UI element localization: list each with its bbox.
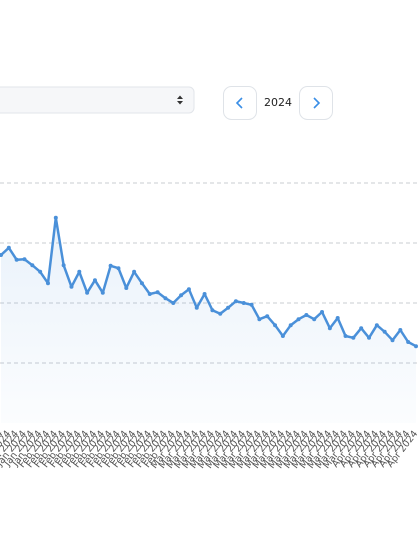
point <box>53 215 58 220</box>
point <box>335 316 340 320</box>
area <box>1 217 416 423</box>
point <box>320 310 325 314</box>
point <box>139 281 144 286</box>
point <box>108 263 113 268</box>
point <box>100 290 105 295</box>
point <box>61 263 66 268</box>
point <box>69 284 74 289</box>
point <box>179 293 184 298</box>
point <box>22 257 27 262</box>
point <box>77 269 82 274</box>
point <box>382 329 387 334</box>
point <box>273 323 278 328</box>
prev-button[interactable] <box>223 86 257 120</box>
point <box>38 269 43 274</box>
next-icon <box>313 97 321 109</box>
point <box>406 340 411 344</box>
point <box>147 292 152 296</box>
point <box>124 286 129 290</box>
point <box>351 335 356 340</box>
point <box>194 305 199 310</box>
point <box>327 326 332 331</box>
point <box>374 323 379 328</box>
point <box>218 311 223 316</box>
point <box>257 317 262 322</box>
point <box>14 257 19 262</box>
point <box>202 292 207 296</box>
point <box>312 317 317 322</box>
point <box>304 313 309 317</box>
select-arrow <box>177 95 183 105</box>
point <box>0 253 3 257</box>
point <box>249 302 254 307</box>
point <box>398 328 403 332</box>
point <box>163 296 168 301</box>
point <box>116 266 121 271</box>
point <box>132 269 137 274</box>
point <box>171 301 176 305</box>
point <box>226 305 231 310</box>
point <box>367 335 372 340</box>
point <box>413 344 418 349</box>
select-box[interactable] <box>0 86 195 114</box>
point <box>155 290 160 295</box>
point <box>288 323 293 328</box>
point <box>92 278 97 283</box>
point <box>280 334 285 338</box>
point <box>265 314 270 319</box>
point <box>359 326 364 331</box>
point <box>241 301 246 305</box>
point <box>186 287 191 292</box>
point <box>296 317 301 322</box>
point <box>233 299 238 304</box>
prev-icon <box>235 97 243 109</box>
point <box>210 308 215 313</box>
point <box>343 334 348 338</box>
point <box>45 281 50 286</box>
point <box>6 245 11 250</box>
point <box>30 263 35 268</box>
next-button[interactable] <box>299 86 333 120</box>
point <box>390 338 395 343</box>
point <box>85 290 90 295</box>
year-label: 2024 <box>264 96 292 109</box>
